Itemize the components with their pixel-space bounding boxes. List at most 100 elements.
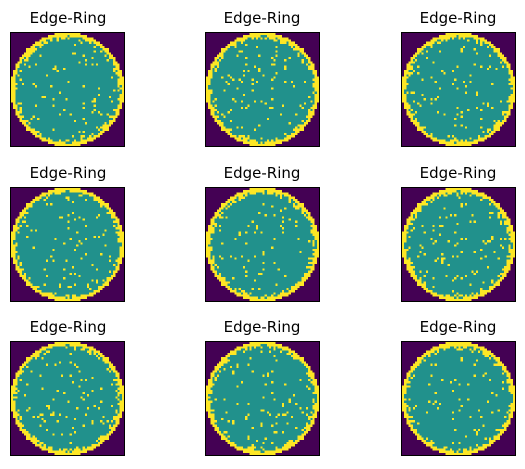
die-cell bbox=[93, 128, 96, 131]
die-cell bbox=[108, 98, 112, 101]
die-cell bbox=[65, 82, 68, 86]
die-cell bbox=[30, 126, 33, 129]
die-cell bbox=[47, 85, 51, 88]
die-cell bbox=[117, 80, 120, 84]
die-cell bbox=[458, 61, 461, 64]
die-cell bbox=[232, 126, 235, 129]
die-cell bbox=[106, 111, 109, 114]
die-cell bbox=[258, 130, 261, 134]
die-cell bbox=[93, 85, 96, 88]
die-cell bbox=[95, 106, 98, 110]
die-cell bbox=[63, 43, 66, 47]
die-cell bbox=[110, 96, 114, 99]
die-cell bbox=[295, 126, 298, 129]
die-cell bbox=[82, 115, 85, 118]
die-cell bbox=[89, 104, 92, 107]
die-cell bbox=[54, 119, 57, 123]
die-cell bbox=[80, 128, 83, 131]
die-cell bbox=[45, 109, 48, 112]
die-cell bbox=[271, 104, 274, 107]
die-cell bbox=[279, 130, 283, 134]
die-cell bbox=[295, 109, 298, 112]
die-cell bbox=[473, 46, 476, 49]
die-cell bbox=[473, 67, 476, 70]
die-cell bbox=[266, 76, 270, 79]
die-cell bbox=[264, 130, 267, 134]
die-cell bbox=[45, 117, 48, 120]
die-cell bbox=[37, 74, 40, 77]
die-cell bbox=[225, 122, 228, 125]
die-cell bbox=[47, 93, 51, 97]
die-cell bbox=[290, 76, 293, 79]
die-cell bbox=[495, 54, 498, 57]
die-cell bbox=[255, 100, 259, 103]
die-cell bbox=[482, 41, 485, 44]
die-cell bbox=[37, 61, 40, 64]
die-cell bbox=[460, 59, 463, 62]
die-cell bbox=[404, 72, 407, 75]
die-cell bbox=[65, 78, 68, 81]
die-cell bbox=[421, 54, 424, 57]
die-cell bbox=[80, 91, 83, 94]
die-cell bbox=[56, 41, 59, 44]
die-cell bbox=[441, 50, 444, 53]
die-cell bbox=[54, 139, 57, 142]
die-cell bbox=[100, 46, 103, 49]
die-cell bbox=[58, 111, 62, 114]
die-cell bbox=[238, 117, 241, 120]
die-cell bbox=[69, 39, 72, 42]
die-cell bbox=[84, 59, 88, 62]
die-cell bbox=[76, 67, 79, 70]
die-cell bbox=[310, 63, 313, 66]
die-cell bbox=[69, 126, 72, 129]
die-cell bbox=[266, 91, 270, 94]
die-cell bbox=[95, 98, 98, 101]
die-cell bbox=[251, 104, 254, 107]
die-cell bbox=[214, 115, 217, 118]
die-cell bbox=[50, 59, 53, 62]
die-cell bbox=[108, 67, 112, 70]
die-cell bbox=[310, 98, 313, 101]
die-cell bbox=[310, 82, 313, 86]
die-cell bbox=[69, 61, 72, 64]
die-cell bbox=[82, 111, 85, 114]
die-cell bbox=[117, 69, 120, 73]
die-cell bbox=[480, 63, 483, 66]
die-cell bbox=[236, 113, 239, 116]
die-cell bbox=[234, 126, 237, 129]
die-cell bbox=[58, 89, 62, 92]
die-cell bbox=[462, 56, 466, 60]
die-cell bbox=[67, 61, 70, 64]
die-cell bbox=[292, 72, 296, 75]
die-cell bbox=[56, 111, 59, 114]
die-cell bbox=[45, 111, 48, 114]
die-cell bbox=[52, 128, 55, 131]
die-cell bbox=[54, 76, 57, 79]
die-cell bbox=[54, 78, 57, 81]
die-cell bbox=[43, 128, 46, 131]
die-cell bbox=[84, 109, 88, 112]
die-cell bbox=[299, 76, 302, 79]
die-cell bbox=[52, 87, 55, 90]
die-cell bbox=[24, 104, 27, 107]
die-cell bbox=[249, 87, 252, 90]
die-cell bbox=[91, 117, 94, 120]
die-cell bbox=[11, 78, 14, 81]
die-cell bbox=[232, 122, 235, 125]
die-cell bbox=[288, 52, 291, 55]
die-cell bbox=[275, 87, 278, 90]
die-cell bbox=[37, 50, 40, 53]
die-cell bbox=[242, 100, 246, 103]
die-cell bbox=[221, 117, 224, 120]
die-cell bbox=[216, 96, 220, 99]
die-cell bbox=[410, 56, 413, 60]
die-cell bbox=[258, 46, 261, 49]
die-cell bbox=[428, 50, 431, 53]
die-cell bbox=[482, 48, 485, 51]
die-cell bbox=[13, 74, 16, 77]
die-cell bbox=[106, 115, 109, 118]
die-cell bbox=[63, 111, 66, 114]
die-cell bbox=[227, 43, 230, 47]
die-cell bbox=[43, 91, 46, 94]
die-cell bbox=[71, 109, 75, 112]
